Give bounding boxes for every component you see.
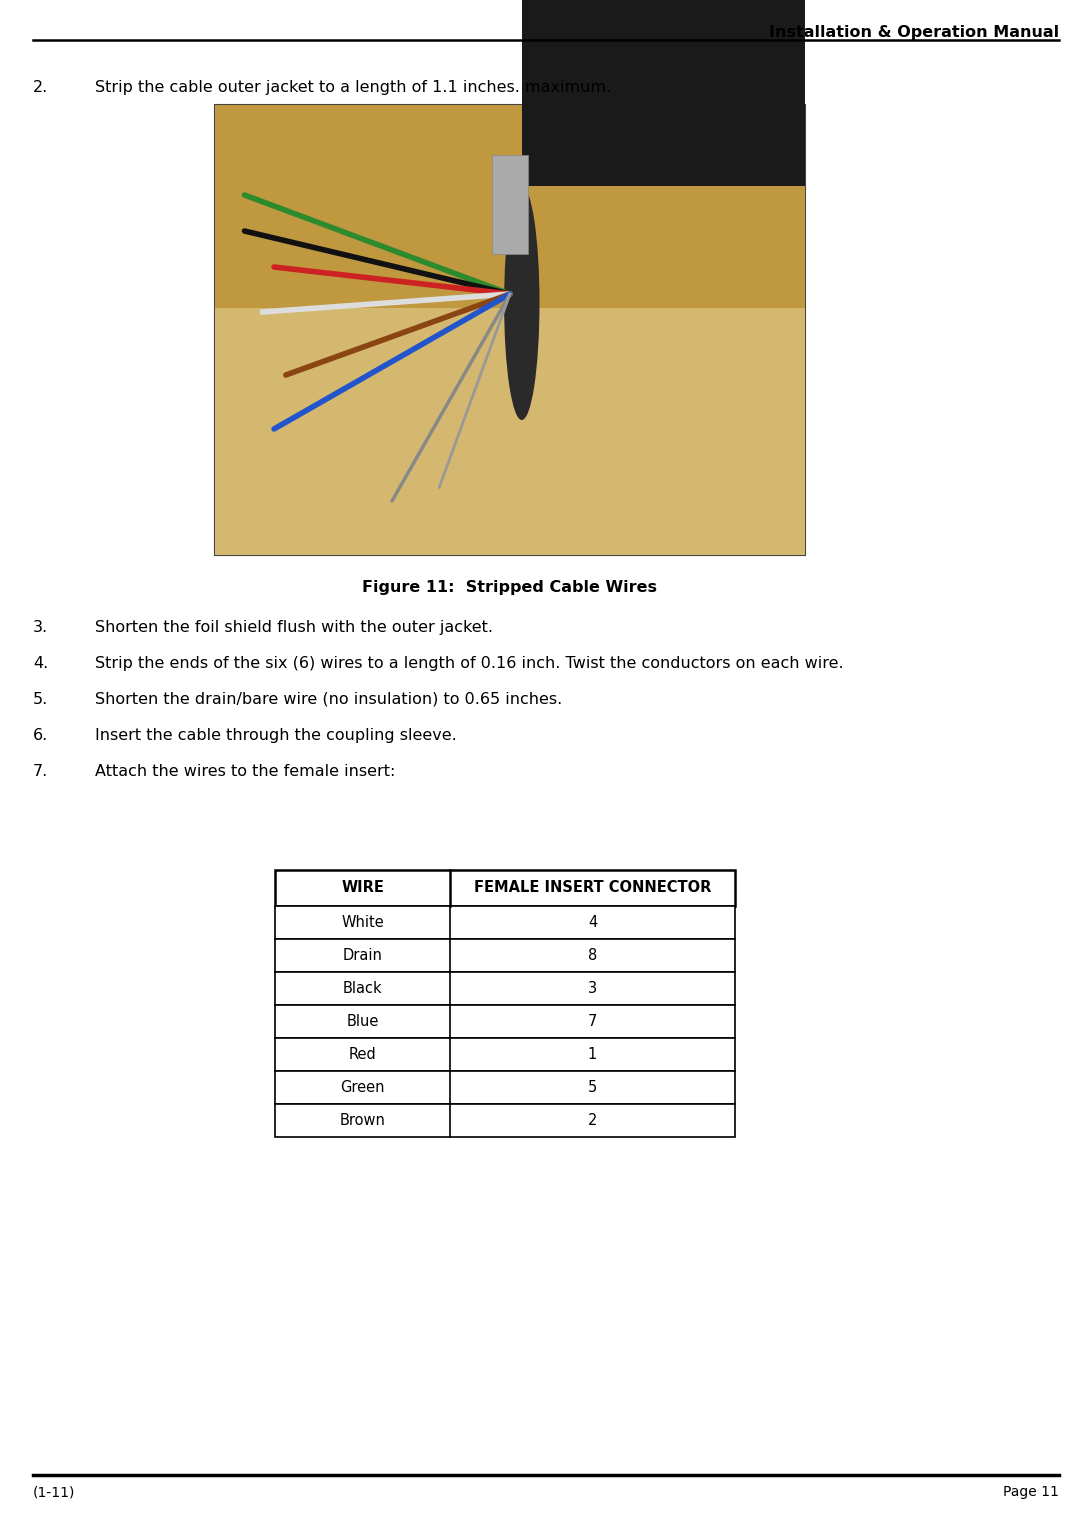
- Text: Shorten the drain/bare wire (no insulation) to 0.65 inches.: Shorten the drain/bare wire (no insulati…: [95, 693, 562, 708]
- Bar: [276, 1103, 735, 1137]
- Text: 7.: 7.: [33, 764, 48, 779]
- Text: Installation & Operation Manual: Installation & Operation Manual: [769, 24, 1059, 40]
- Text: 8: 8: [588, 948, 597, 963]
- Text: 7: 7: [588, 1014, 597, 1029]
- Bar: [276, 906, 735, 939]
- Bar: [522, 0, 805, 186]
- Text: Strip the cable outer jacket to a length of 1.1 inches. maximum.: Strip the cable outer jacket to a length…: [95, 81, 611, 94]
- Text: 4.: 4.: [33, 656, 48, 671]
- Text: 3: 3: [588, 982, 597, 995]
- Text: FEMALE INSERT CONNECTOR: FEMALE INSERT CONNECTOR: [474, 881, 711, 895]
- Bar: [276, 1038, 735, 1071]
- Text: (1-11): (1-11): [33, 1485, 75, 1499]
- Text: 3.: 3.: [33, 619, 48, 635]
- Bar: [215, 307, 805, 556]
- Ellipse shape: [504, 186, 539, 420]
- Bar: [276, 871, 735, 906]
- Bar: [276, 939, 735, 973]
- Text: White: White: [341, 915, 384, 930]
- Text: Brown: Brown: [340, 1113, 386, 1128]
- Text: Blue: Blue: [346, 1014, 379, 1029]
- Text: 2.: 2.: [33, 81, 48, 94]
- Text: Strip the ends of the six (6) wires to a length of 0.16 inch. Twist the conducto: Strip the ends of the six (6) wires to a…: [95, 656, 844, 671]
- Text: 1: 1: [588, 1047, 597, 1062]
- Text: 2: 2: [588, 1113, 597, 1128]
- Text: Red: Red: [348, 1047, 377, 1062]
- Text: 5: 5: [588, 1081, 597, 1094]
- Text: Shorten the foil shield flush with the outer jacket.: Shorten the foil shield flush with the o…: [95, 619, 493, 635]
- Text: 4: 4: [588, 915, 597, 930]
- Text: Figure 11:  Stripped Cable Wires: Figure 11: Stripped Cable Wires: [363, 580, 658, 595]
- Bar: [215, 105, 805, 556]
- Text: 6.: 6.: [33, 728, 48, 743]
- Text: Insert the cable through the coupling sleeve.: Insert the cable through the coupling sl…: [95, 728, 456, 743]
- Text: Drain: Drain: [343, 948, 382, 963]
- Bar: [276, 973, 735, 1005]
- Bar: [215, 105, 805, 307]
- Bar: [276, 1071, 735, 1103]
- Bar: [492, 155, 528, 254]
- Text: Green: Green: [340, 1081, 384, 1094]
- Text: Attach the wires to the female insert:: Attach the wires to the female insert:: [95, 764, 395, 779]
- Bar: [276, 1005, 735, 1038]
- Text: WIRE: WIRE: [341, 881, 384, 895]
- Text: 5.: 5.: [33, 693, 48, 708]
- Text: Page 11: Page 11: [1003, 1485, 1059, 1499]
- Text: Black: Black: [343, 982, 382, 995]
